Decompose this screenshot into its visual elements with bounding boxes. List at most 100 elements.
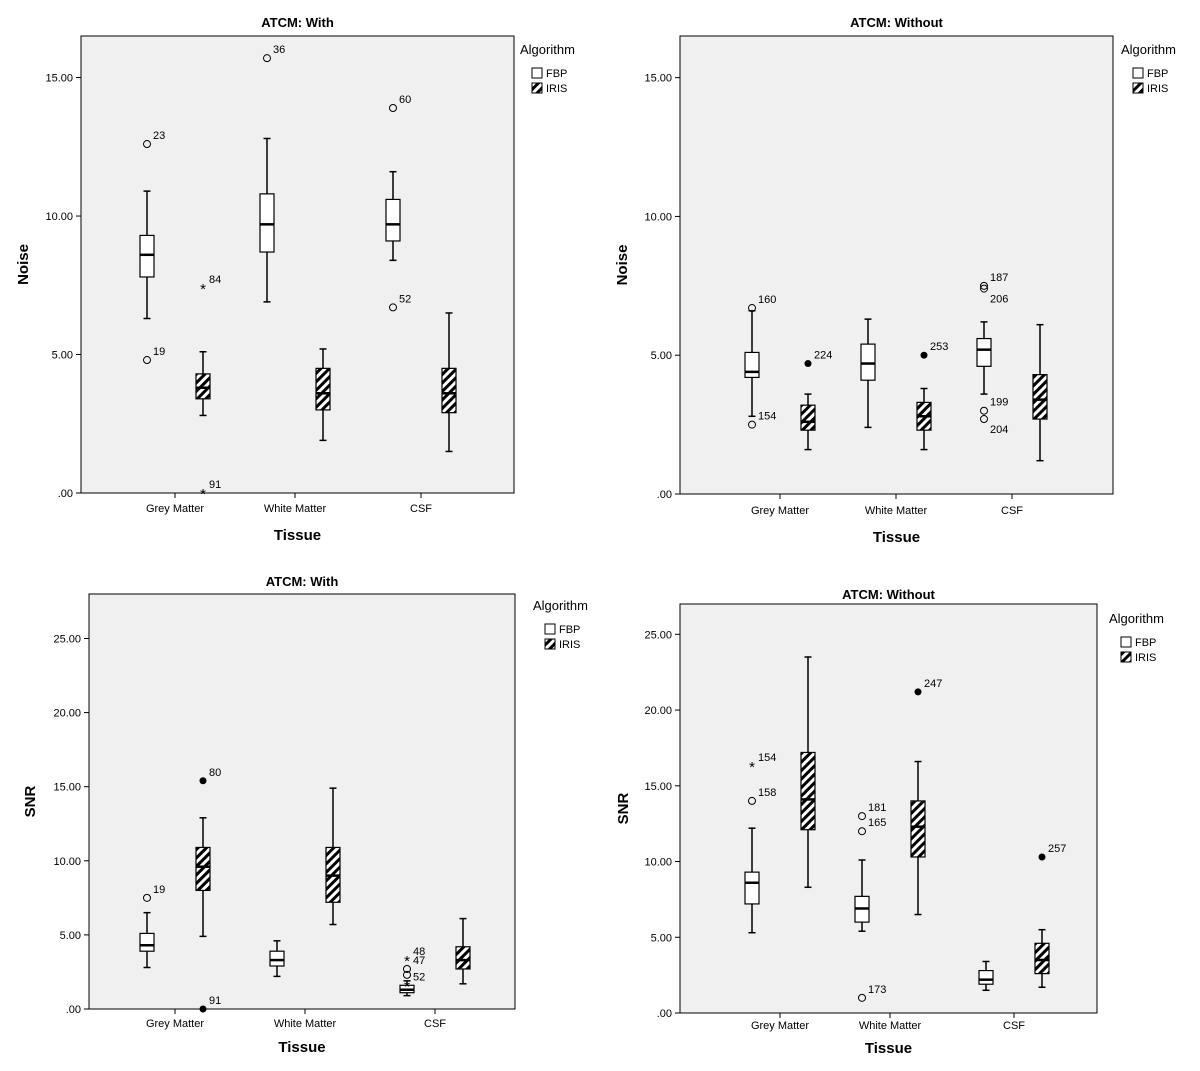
outlier-star: * <box>404 978 410 995</box>
y-axis-label: SNR <box>615 792 632 824</box>
box-iqr <box>269 950 285 967</box>
outlier-label: 52 <box>399 293 411 305</box>
box-fbp-3: 187 206 199 204 <box>976 272 1008 436</box>
y-tick-label: 15.00 <box>644 73 672 85</box>
outlier-label: 187 <box>990 272 1008 284</box>
outlier-dot <box>804 360 812 368</box>
legend-label-iris: IRIS <box>1147 83 1168 95</box>
outlier-label: 84 <box>209 274 221 286</box>
y-axis-label: Noise <box>15 244 32 285</box>
box-fbp-1: 160 154 <box>744 294 776 429</box>
box-fbp-2: 36 <box>259 44 285 303</box>
chart-panel-1: ATCM: With .00 5.00 10.00 15.00 Noise Grey Mat… <box>15 15 575 544</box>
box-iqr <box>195 373 211 400</box>
box-iris-3 <box>1032 323 1048 462</box>
outlier-label: 173 <box>868 984 886 996</box>
y-tick-label: 25.00 <box>53 633 81 645</box>
outlier-label: 23 <box>153 130 165 142</box>
box-iqr <box>744 351 760 379</box>
box-iqr <box>800 404 816 431</box>
legend-label-iris: IRIS <box>559 639 580 651</box>
outlier-circle <box>980 284 988 293</box>
outlier-label: 257 <box>1048 843 1066 855</box>
y-tick-label: 25.00 <box>644 629 672 641</box>
box-fbp-2: 181 165 173 <box>854 802 886 1002</box>
x-axis-label: Tissue <box>274 527 321 544</box>
legend-swatch-fbp <box>1120 636 1132 648</box>
outlier-label: 158 <box>758 787 776 799</box>
legend: Algorithm FBP IRIS <box>533 598 588 651</box>
box-fbp-1: 19 <box>139 884 165 969</box>
x-tick-label: CSF <box>1001 505 1023 517</box>
legend: Algorithm FBP IRIS <box>1121 42 1176 95</box>
y-axis-label: Noise <box>614 245 631 286</box>
x-tick-label: Grey Matter <box>751 1020 809 1032</box>
outlier-label: 91 <box>209 479 221 491</box>
y-tick-label: .00 <box>657 1008 672 1020</box>
outlier-star: * <box>404 953 410 970</box>
y-tick-label: 15.00 <box>644 781 672 793</box>
box-iris-2 <box>315 348 331 442</box>
legend-title: Algorithm <box>1109 611 1164 626</box>
outlier-dot <box>199 1005 207 1013</box>
y-tick-label: 10.00 <box>53 856 81 868</box>
box-iris-2: 247 <box>910 678 942 916</box>
outlier-circle <box>403 970 411 979</box>
outlier-circle <box>263 54 271 63</box>
x-tick-label: CSF <box>1003 1020 1025 1032</box>
box-iqr <box>1032 374 1048 420</box>
x-tick-label: White Matter <box>264 503 327 515</box>
outlier-label: 47 <box>413 955 425 967</box>
box-iqr <box>315 367 331 411</box>
box-iqr <box>455 946 471 970</box>
outlier-label: 165 <box>868 817 886 829</box>
outlier-label: 204 <box>990 424 1008 436</box>
chart-title: ATCM: Without <box>850 15 943 30</box>
legend-label-iris: IRIS <box>546 83 567 95</box>
outlier-label: 60 <box>399 94 411 106</box>
legend-swatch-iris <box>1120 651 1132 663</box>
outlier-dot <box>920 351 928 359</box>
outlier-circle <box>858 812 866 821</box>
legend-label-iris: IRIS <box>1135 652 1156 664</box>
outlier-dot <box>1038 853 1046 861</box>
outlier-star: * <box>200 486 206 503</box>
plot-area <box>679 35 1114 495</box>
outlier-circle <box>980 406 988 415</box>
outlier-circle <box>403 964 411 973</box>
chart-panel-2: ATCM: Without .00 5.00 10.00 15.00 Noise Grey … <box>614 15 1176 546</box>
y-tick-label: 5.00 <box>651 350 672 362</box>
outlier-label: 253 <box>930 341 948 353</box>
box-iqr <box>385 198 401 242</box>
chart-panel-4: ATCM: Without .00 5.00 10.00 15.00 20.00 25.00… <box>615 587 1164 1057</box>
outlier-circle <box>980 415 988 424</box>
legend-label-fbp: FBP <box>559 624 580 636</box>
outlier-label: 199 <box>990 397 1008 409</box>
chart-title: ATCM: With <box>261 15 334 30</box>
outlier-circle <box>748 420 756 429</box>
outlier-label: 247 <box>924 678 942 690</box>
outlier-label: 19 <box>153 884 165 896</box>
x-axis-label: Tissue <box>865 1040 912 1057</box>
outlier-label: 160 <box>758 294 776 306</box>
y-tick-label: .00 <box>58 488 73 500</box>
outlier-dot <box>199 777 207 785</box>
legend-label-fbp: FBP <box>1147 68 1168 80</box>
outlier-label: 154 <box>758 752 776 764</box>
outlier-circle <box>143 893 151 902</box>
outlier-label: 206 <box>990 294 1008 306</box>
outlier-label: 80 <box>209 767 221 779</box>
box-iris-1: 80 91 <box>195 767 221 1013</box>
outlier-circle <box>389 104 397 113</box>
box-iqr <box>744 871 760 905</box>
box-fbp-3: 47*48*52 <box>399 946 425 997</box>
legend-title: Algorithm <box>533 598 588 613</box>
x-tick-label: CSF <box>424 1018 446 1030</box>
outlier-circle <box>389 303 397 312</box>
box-iris-1 <box>800 656 816 889</box>
outlier-circle <box>143 356 151 365</box>
x-tick-label: White Matter <box>865 505 928 517</box>
legend: Algorithm FBP IRIS <box>1109 611 1164 664</box>
y-tick-label: 5.00 <box>651 932 672 944</box>
